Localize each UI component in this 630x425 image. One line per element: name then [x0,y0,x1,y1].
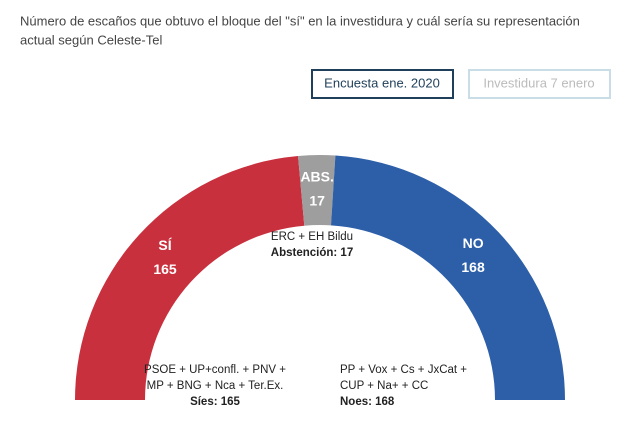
annotation-total: Noes: 168 [340,396,395,408]
chart-title: actual según Celeste-Tel [20,32,162,47]
annotation: MP + BNG + Nca + Ter.Ex. [147,380,284,392]
arc-segment [298,155,336,226]
tab-label[interactable]: Encuesta ene. 2020 [324,75,440,90]
segment-name: ABS. [300,169,333,185]
segment-name: NO [463,235,484,251]
tab-label[interactable]: Investidura 7 enero [483,75,594,90]
chart-title: Número de escaños que obtuvo el bloque d… [20,13,580,28]
segment-value: 168 [461,259,485,275]
annotation: PP + Vox + Cs + JxCat + [340,364,467,376]
annotation-total: Síes: 165 [190,396,240,408]
arc-segment [330,155,565,400]
tab-button[interactable] [311,69,454,99]
annotation: ERC + EH Bildu [271,231,353,243]
segment-value: 17 [309,193,325,209]
arc-segment [75,155,305,400]
annotation: PSOE + UP+confl. + PNV + [144,364,286,376]
tab-button[interactable] [468,69,611,99]
annotation: CUP + Na+ + CC [340,380,428,392]
segment-value: 165 [153,261,177,277]
annotation-total: Abstención: 17 [271,247,353,259]
segment-name: SÍ [158,237,172,253]
